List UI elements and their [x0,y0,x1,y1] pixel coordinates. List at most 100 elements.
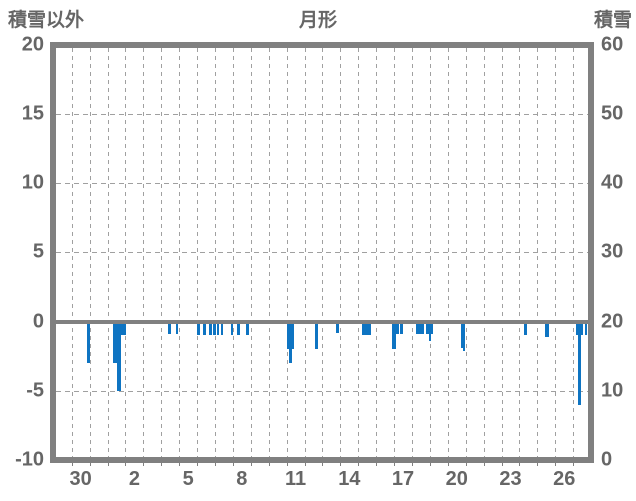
right-axis-tick-label: 0 [601,448,613,471]
snow-event-bar [576,321,579,336]
bottom-tick-mark [214,463,216,466]
snow-event-bar [287,321,290,350]
x-axis-tick-label: 11 [285,468,307,490]
left-axis-tick-label: 15 [21,102,44,125]
x-axis-tick-label: 2 [128,468,140,490]
bottom-tick-mark [268,463,270,466]
value-gridline [56,252,588,254]
left-axis-title: 積雪以外 [8,10,85,31]
bottom-tick-mark [125,463,127,466]
bottom-tick-mark [501,463,503,466]
right-axis-tick-label: 60 [601,33,624,56]
bottom-tick-mark [89,463,91,466]
bottom-tick-mark [161,463,163,466]
left-axis-tick-label: 0 [32,310,44,333]
snow-event-bar [578,321,582,405]
right-axis-tick-label: 50 [601,102,624,125]
bottom-tick-mark [537,463,539,466]
bottom-tick-mark [555,463,557,466]
left-axis-tick-label: 5 [32,240,44,263]
x-axis-tick-label: 20 [445,468,468,490]
snow-event-bar [581,321,584,336]
bottom-tick-mark [250,463,252,466]
bottom-tick-mark [304,463,306,466]
snow-event-bar [168,321,171,335]
x-axis-tick-label: 5 [182,468,194,490]
bottom-tick-mark [197,463,199,466]
snow-event-bar [430,321,433,335]
bottom-tick-mark [376,463,378,466]
bottom-tick-mark [232,463,234,466]
left-axis-tick-label: -5 [26,379,44,402]
snow-event-bar [462,321,465,351]
bottom-tick-mark [179,463,181,466]
snow-event-bar [426,321,430,335]
snow-event-bar [237,321,241,336]
value-gridline [56,390,588,392]
bottom-tick-mark [447,463,449,466]
snow-event-bar [523,321,527,336]
x-axis-tick-label: 23 [499,468,522,490]
bottom-tick-mark [358,463,360,466]
snow-event-bar [314,321,318,350]
snow-event-bar [213,321,216,336]
right-axis-tick-label: 10 [601,379,624,402]
bottom-tick-mark [71,463,73,466]
snow-event-bar [203,321,207,336]
snow-event-bar [120,321,126,336]
bottom-tick-mark [465,463,467,466]
value-gridline [56,114,588,116]
snow-event-bar [175,321,179,335]
snow-event-bar [416,321,420,335]
bottom-tick-mark [573,463,575,466]
bottom-tick-mark [340,463,342,466]
x-axis-tick-label: 17 [391,468,415,490]
snow-event-bar [391,321,396,350]
snow-event-bar [396,321,400,335]
snow-event-bar [209,321,212,336]
chart-title: 月形 [298,10,338,31]
plot-frame [50,42,594,463]
bottom-tick-mark [519,463,521,466]
left-axis-tick-label: 10 [21,171,44,194]
snow-event-bar [113,321,117,364]
bottom-tick-mark [322,463,324,466]
snow-event-bar [460,321,463,348]
snow-event-bar [197,321,200,336]
snow-event-bar [116,321,121,391]
x-axis-tick-label: 8 [236,468,248,490]
value-gridline [56,183,588,185]
snow-event-bar [245,321,249,336]
bottom-tick-mark [143,463,145,466]
left-axis-tick-label: -10 [15,448,44,471]
bottom-tick-mark [394,463,396,466]
left-axis-tick-label: 20 [21,33,44,56]
x-axis-tick-label: 26 [553,468,576,490]
right-axis-tick-label: 30 [601,240,624,263]
right-axis-tick-label: 40 [601,171,624,194]
right-axis-tick-label: 20 [601,310,624,333]
snow-event-bar [429,321,432,341]
x-axis-tick-label: 14 [338,468,361,490]
snow-event-bar [585,321,588,336]
snow-event-bar [544,321,549,337]
right-axis-title: 積雪 [593,10,632,31]
snow-event-bar [230,321,234,336]
bottom-tick-mark [412,463,413,466]
x-axis-tick-label: 30 [69,468,92,490]
snow-event-bar [288,321,293,364]
snow-event-bar [400,321,404,335]
snow-event-bar [217,321,220,336]
snow-event-bar [336,321,340,333]
snow-event-bar [86,321,91,364]
snow-event-bar [220,321,223,336]
bottom-tick-mark [429,463,431,466]
bottom-tick-mark [107,463,109,466]
bottom-tick-mark [483,463,485,466]
snow-event-bar [362,321,372,336]
bottom-tick-mark [286,463,288,466]
zero-line [56,319,588,324]
snow-event-bar [420,321,424,335]
snow-event-bar [292,321,295,350]
